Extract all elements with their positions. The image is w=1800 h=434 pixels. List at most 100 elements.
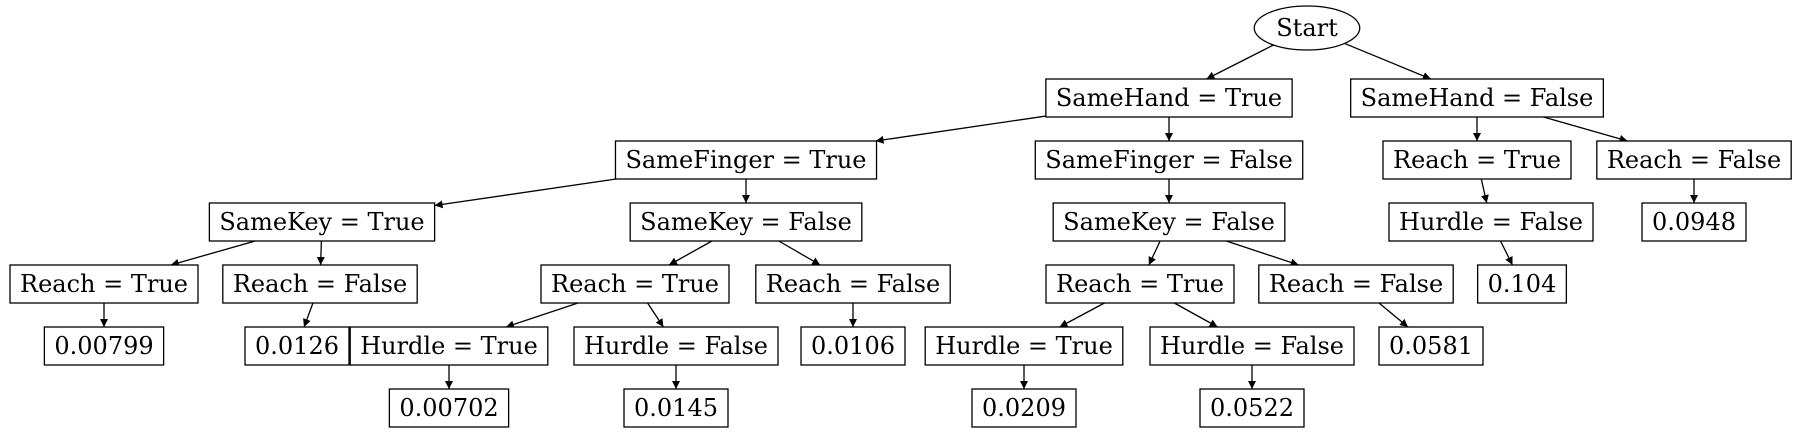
node-label: 0.00799: [54, 332, 153, 360]
edge-arrow: [1344, 42, 1432, 80]
node-label: Reach = False: [766, 270, 940, 298]
edge-arrow: [1480, 178, 1489, 204]
edge-arrow: [1499, 240, 1514, 266]
node-label: 0.0209: [982, 394, 1066, 422]
edge-arrow: [505, 302, 579, 329]
tree-node: Reach = True: [1382, 140, 1572, 180]
tree-node: 0.0126: [244, 326, 350, 366]
tree-node: Reach = False: [1258, 264, 1454, 304]
tree-node: SameHand = False: [1350, 78, 1604, 118]
node-box: [623, 388, 729, 428]
node-box: [1388, 202, 1594, 242]
tree-node: SameFinger = False: [1034, 140, 1304, 180]
tree-node: SameFinger = True: [614, 140, 878, 180]
node-box: [540, 264, 730, 304]
node-box: [629, 202, 863, 242]
tree-node: Reach = False: [755, 264, 951, 304]
tree-node: 0.0522: [1199, 388, 1305, 428]
node-label: 0.0145: [634, 394, 718, 422]
edge-arrow: [1206, 44, 1274, 80]
node-label: Start: [1276, 14, 1338, 42]
tree-node: Hurdle = False: [1149, 326, 1355, 366]
node-label: Hurdle = False: [1160, 332, 1344, 360]
tree-node: Hurdle = False: [1388, 202, 1594, 242]
node-box: [1045, 78, 1293, 118]
edges-layer: [100, 42, 1698, 389]
edge-arrow: [316, 240, 325, 266]
tree-node: 0.00702: [388, 388, 510, 428]
node-box: [1350, 78, 1604, 118]
tree-node: Reach = True: [540, 264, 730, 304]
node-label: SameHand = False: [1361, 84, 1594, 112]
node-box: [1382, 140, 1572, 180]
node-box: [1476, 264, 1568, 304]
node-ellipse: [1253, 5, 1361, 51]
node-box: [9, 264, 199, 304]
edge-arrow: [1148, 240, 1161, 266]
node-label: Reach = True: [1393, 146, 1561, 174]
node-box: [208, 202, 436, 242]
edge-arrow: [170, 240, 256, 267]
node-label: Reach = True: [20, 270, 188, 298]
node-box: [1641, 202, 1747, 242]
node-label: SameKey = False: [1063, 208, 1275, 236]
node-label: SameKey = False: [640, 208, 852, 236]
node-label: 0.0581: [1389, 332, 1473, 360]
edge-arrow: [1226, 240, 1299, 267]
node-box: [1378, 326, 1484, 366]
tree-node: SameKey = True: [208, 202, 436, 242]
node-label: Hurdle = False: [584, 332, 768, 360]
edge-arrow: [303, 302, 314, 328]
edge-arrow: [875, 115, 1046, 144]
node-label: 0.0106: [811, 332, 895, 360]
tree-node: SameKey = False: [1052, 202, 1286, 242]
edge-arrow: [647, 302, 664, 328]
tree-node: 0.0581: [1378, 326, 1484, 366]
tree-node: Reach = True: [9, 264, 199, 304]
tree-node: Hurdle = True: [924, 326, 1124, 366]
node-box: [222, 264, 418, 304]
node-label: 0.00702: [399, 394, 498, 422]
tree-node: 0.104: [1476, 264, 1568, 304]
tree-node: SameKey = False: [629, 202, 863, 242]
node-box: [1149, 326, 1355, 366]
node-box: [244, 326, 350, 366]
node-box: [349, 326, 549, 366]
tree-node: 0.0948: [1641, 202, 1747, 242]
edge-arrow: [778, 240, 821, 266]
node-label: Reach = False: [1269, 270, 1443, 298]
node-box: [43, 326, 165, 366]
tree-node: 0.00799: [43, 326, 165, 366]
node-label: SameHand = True: [1056, 84, 1282, 112]
edge-arrow: [1543, 116, 1628, 143]
tree-node: 0.0106: [800, 326, 906, 366]
node-label: Reach = False: [233, 270, 407, 298]
start-node: Start: [1253, 5, 1361, 51]
node-box: [1199, 388, 1305, 428]
edge-arrow: [668, 240, 713, 266]
node-box: [924, 326, 1124, 366]
node-box: [1034, 140, 1304, 180]
node-label: 0.0522: [1210, 394, 1294, 422]
node-box: [800, 326, 906, 366]
node-label: 0.104: [1488, 270, 1557, 298]
tree-node: Reach = False: [1596, 140, 1792, 180]
edge-arrow: [1059, 302, 1105, 328]
node-label: Hurdle = True: [360, 332, 538, 360]
node-label: 0.0126: [255, 332, 339, 360]
node-label: Hurdle = True: [935, 332, 1113, 360]
node-label: SameFinger = True: [625, 146, 866, 174]
tree-node: SameHand = True: [1045, 78, 1293, 118]
node-label: Reach = True: [1056, 270, 1224, 298]
tree-node: Reach = True: [1045, 264, 1235, 304]
tree-node: 0.0145: [623, 388, 729, 428]
node-box: [971, 388, 1077, 428]
tree-node: 0.0209: [971, 388, 1077, 428]
node-box: [614, 140, 878, 180]
node-box: [1052, 202, 1286, 242]
node-label: 0.0948: [1652, 208, 1736, 236]
node-label: Reach = True: [551, 270, 719, 298]
node-box: [1258, 264, 1454, 304]
edge-arrow: [434, 178, 617, 209]
edge-arrow: [1174, 302, 1218, 328]
